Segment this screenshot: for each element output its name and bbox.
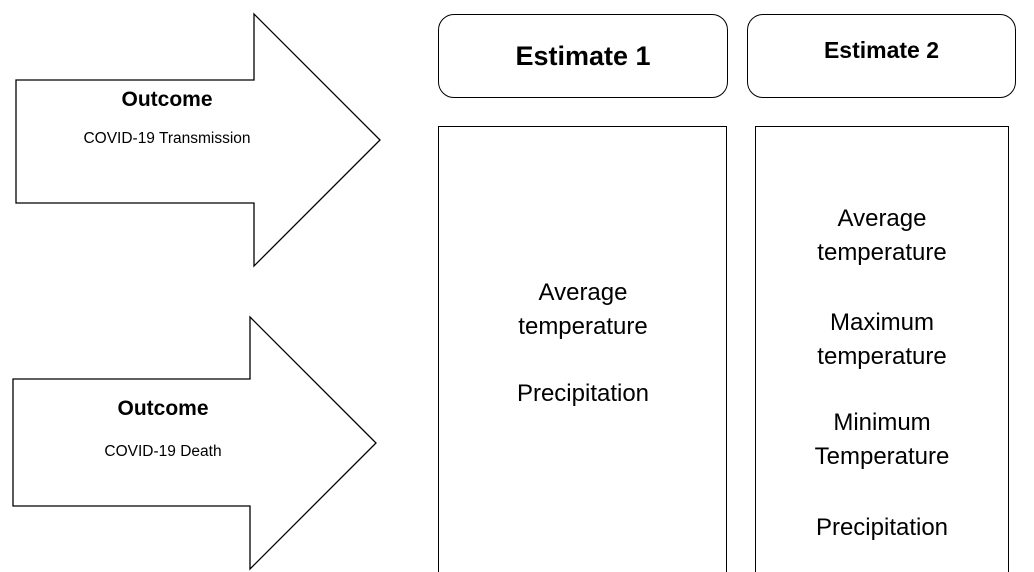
- outcome-title: Outcome: [121, 88, 213, 111]
- outcome-arrow-death: [12, 315, 377, 571]
- estimate-1-label: Estimate 1: [515, 40, 651, 71]
- estimate-1-header: Estimate 1: [438, 14, 728, 98]
- outcome-transmission-text: Outcome COVID-19 Transmission: [37, 88, 297, 148]
- estimate-1-item: Average temperature: [518, 279, 648, 340]
- estimate-2-column: [755, 126, 1009, 572]
- estimate-2-item: Precipitation: [815, 514, 949, 541]
- outcome-title: Outcome: [117, 397, 209, 420]
- outcome-arrow-transmission: [15, 12, 381, 268]
- outcome-subtitle: COVID-19 Death: [104, 443, 222, 460]
- estimate-2-item: Maximum temperature: [817, 309, 947, 370]
- estimate-1-column: [438, 126, 727, 572]
- estimate-1-item: Precipitation: [516, 380, 650, 407]
- outcome-subtitle: COVID-19 Transmission: [83, 130, 251, 147]
- estimate-2-label: Estimate 2: [823, 37, 940, 63]
- estimate-2-item: Minimum Temperature: [814, 409, 950, 470]
- outcome-death-text: Outcome COVID-19 Death: [33, 397, 293, 461]
- estimate-2-item: Average temperature: [817, 205, 947, 266]
- estimate-2-header: Estimate 2: [747, 14, 1016, 98]
